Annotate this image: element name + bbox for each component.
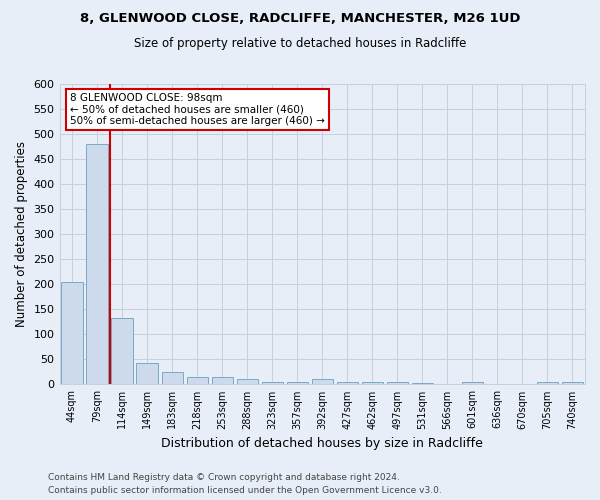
Text: Contains public sector information licensed under the Open Government Licence v3: Contains public sector information licen… bbox=[48, 486, 442, 495]
Bar bbox=[462, 382, 483, 384]
Bar bbox=[61, 282, 83, 384]
Bar bbox=[136, 363, 158, 384]
Bar bbox=[212, 377, 233, 384]
Text: Size of property relative to detached houses in Radcliffe: Size of property relative to detached ho… bbox=[134, 38, 466, 51]
Bar bbox=[412, 383, 433, 384]
Bar bbox=[562, 382, 583, 384]
Text: Contains HM Land Registry data © Crown copyright and database right 2024.: Contains HM Land Registry data © Crown c… bbox=[48, 474, 400, 482]
Bar bbox=[161, 372, 183, 384]
Bar bbox=[537, 382, 558, 384]
Bar bbox=[112, 318, 133, 384]
Bar bbox=[287, 382, 308, 384]
Text: 8 GLENWOOD CLOSE: 98sqm
← 50% of detached houses are smaller (460)
50% of semi-d: 8 GLENWOOD CLOSE: 98sqm ← 50% of detache… bbox=[70, 93, 325, 126]
Bar bbox=[311, 379, 333, 384]
Bar bbox=[362, 382, 383, 384]
Bar bbox=[187, 377, 208, 384]
Bar bbox=[337, 382, 358, 384]
Bar bbox=[262, 382, 283, 384]
Y-axis label: Number of detached properties: Number of detached properties bbox=[15, 141, 28, 327]
Bar bbox=[387, 382, 408, 384]
Bar bbox=[86, 144, 108, 384]
Text: 8, GLENWOOD CLOSE, RADCLIFFE, MANCHESTER, M26 1UD: 8, GLENWOOD CLOSE, RADCLIFFE, MANCHESTER… bbox=[80, 12, 520, 26]
Bar bbox=[236, 379, 258, 384]
X-axis label: Distribution of detached houses by size in Radcliffe: Distribution of detached houses by size … bbox=[161, 437, 483, 450]
